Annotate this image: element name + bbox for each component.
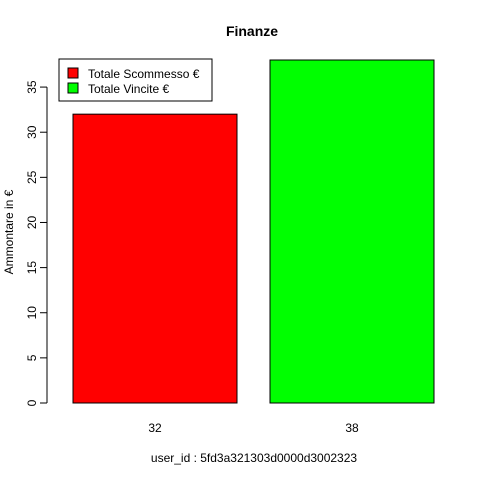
x-tick-label: 38 (345, 421, 359, 435)
y-tick-label: 35 (25, 80, 39, 94)
bars (72, 59, 435, 404)
y-axis-label: Ammontare in € (2, 189, 16, 274)
legend-swatch-scommesso (67, 67, 79, 79)
bar-38 (269, 59, 435, 404)
y-axis: 0 5 10 15 20 25 30 35 (25, 80, 48, 406)
y-tick-label: 25 (25, 170, 39, 184)
y-tick-label: 5 (25, 354, 39, 361)
legend-swatch-vincite (67, 82, 79, 94)
y-tick-label: 15 (25, 261, 39, 275)
y-tick-label: 30 (25, 125, 39, 139)
x-tick-labels: 32 38 (148, 421, 359, 435)
legend-label-vincite: Totale Vincite € (88, 82, 169, 96)
legend: Totale Scommesso € Totale Vincite € (58, 58, 213, 102)
y-tick-label: 20 (25, 215, 39, 229)
y-tick-label: 0 (25, 399, 39, 406)
x-axis-label: user_id : 5fd3a321303d0000d3002323 (151, 451, 358, 465)
legend-box (58, 58, 213, 102)
legend-label-scommesso: Totale Scommesso € (88, 67, 200, 81)
chart-title: Finanze (226, 23, 278, 39)
bar-32 (72, 113, 238, 404)
x-tick-label: 32 (148, 421, 162, 435)
y-tick-label: 10 (25, 306, 39, 320)
